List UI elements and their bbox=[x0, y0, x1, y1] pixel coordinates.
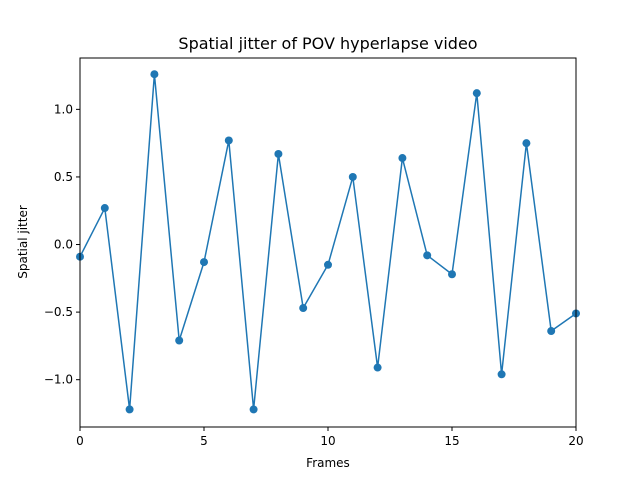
y-tick-label: 0.0 bbox=[54, 238, 73, 252]
data-point bbox=[249, 405, 258, 414]
data-point bbox=[299, 304, 308, 313]
x-tick-label: 20 bbox=[568, 434, 583, 448]
data-point bbox=[324, 260, 332, 269]
data-point bbox=[398, 154, 407, 163]
x-tick-label: 5 bbox=[200, 434, 208, 448]
y-tick-label: −0.5 bbox=[44, 305, 73, 319]
x-tick-label: 0 bbox=[76, 434, 84, 448]
data-point bbox=[125, 405, 134, 414]
data-point bbox=[200, 258, 208, 267]
data-point bbox=[373, 363, 382, 372]
x-tick-label: 15 bbox=[444, 434, 459, 448]
data-point bbox=[448, 270, 456, 279]
data-point bbox=[100, 204, 109, 213]
data-point bbox=[274, 149, 283, 158]
data-point bbox=[224, 136, 233, 145]
data-point bbox=[150, 70, 159, 79]
data-point bbox=[348, 172, 357, 181]
x-axis-label: Frames bbox=[306, 456, 350, 470]
data-point bbox=[547, 327, 556, 336]
x-tick-label: 10 bbox=[320, 434, 335, 448]
plot-area: 0 5 10 15 20 −1.0 −0.5 0.0 0.5 1.0 bbox=[44, 57, 584, 448]
chart-title: Spatial jitter of POV hyperlapse video bbox=[178, 34, 477, 53]
data-point bbox=[472, 89, 481, 98]
y-tick-label: −1.0 bbox=[44, 373, 73, 387]
data-point bbox=[423, 251, 432, 260]
y-axis-label: Spatial jitter bbox=[16, 205, 30, 279]
data-point bbox=[175, 336, 184, 345]
data-point bbox=[497, 370, 506, 379]
y-tick-label: 0.5 bbox=[54, 170, 73, 184]
data-point bbox=[522, 139, 531, 148]
y-tick-label: 1.0 bbox=[54, 102, 73, 116]
